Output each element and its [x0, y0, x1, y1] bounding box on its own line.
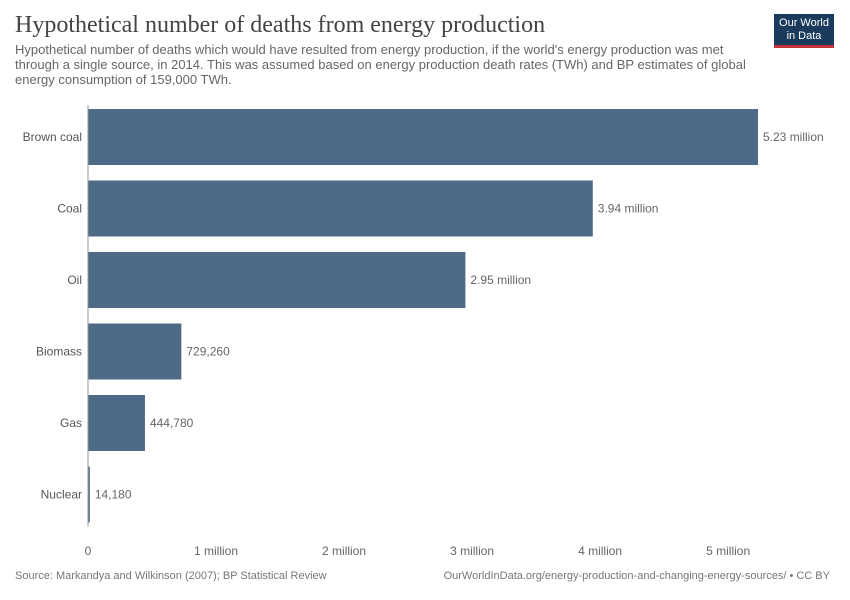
bar — [88, 109, 758, 165]
x-tick-label: 2 million — [322, 544, 366, 558]
x-tick-label: 4 million — [578, 544, 622, 558]
category-label: Biomass — [36, 345, 82, 359]
bar — [88, 323, 182, 380]
source-note: Source: Markandya and Wilkinson (2007); … — [15, 570, 327, 582]
category-label: Oil — [67, 273, 82, 287]
value-label: 729,260 — [186, 345, 230, 359]
category-label: Gas — [60, 416, 82, 430]
bar-chart: Brown coal 5.23 million Coal 3.94 million Oi… — [23, 105, 824, 558]
license-note: OurWorldInData.org/energy-production-and… — [443, 570, 830, 582]
bar — [88, 180, 593, 237]
value-label: 14,180 — [95, 488, 132, 502]
bar — [88, 395, 145, 451]
chart-subtitle: Hypothetical number of deaths which woul… — [15, 42, 746, 87]
category-label: Brown coal — [23, 130, 82, 144]
logo-line-2: in Data — [786, 30, 822, 42]
value-label: 2.95 million — [470, 273, 531, 287]
x-tick-label: 1 million — [194, 544, 238, 558]
value-label: 444,780 — [150, 416, 194, 430]
x-tick-label: 5 million — [706, 544, 750, 558]
category-label: Coal — [57, 202, 82, 216]
bar — [88, 252, 466, 308]
value-label: 3.94 million — [598, 202, 659, 216]
logo-line-1: Our World — [779, 17, 829, 29]
owid-logo[interactable]: Our World in Data — [774, 14, 834, 48]
x-tick-label: 0 — [85, 544, 92, 558]
value-label: 5.23 million — [763, 130, 824, 144]
chart-title: Hypothetical number of deaths from energ… — [15, 12, 546, 38]
x-tick-label: 3 million — [450, 544, 494, 558]
category-label: Nuclear — [41, 488, 82, 502]
bar — [88, 466, 90, 523]
